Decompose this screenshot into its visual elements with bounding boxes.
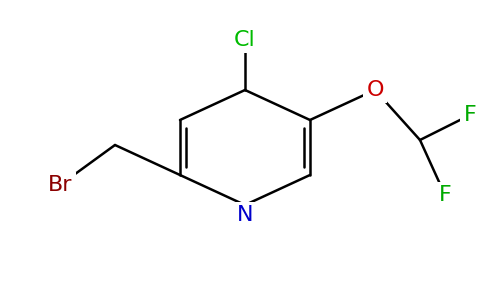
Text: O: O	[366, 80, 384, 100]
Text: N: N	[237, 205, 253, 225]
Text: Cl: Cl	[234, 30, 256, 50]
Text: Br: Br	[48, 175, 72, 195]
Text: F: F	[464, 105, 476, 125]
Text: F: F	[439, 185, 452, 205]
